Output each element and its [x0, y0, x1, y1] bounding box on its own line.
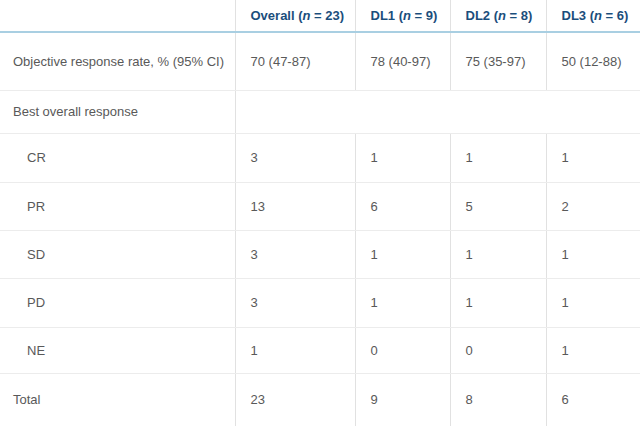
cell-value: 1 [355, 230, 450, 278]
cell-value: 3 [235, 278, 355, 327]
table-row-sd: SD 3 1 1 1 [0, 230, 640, 278]
response-rate-table: Overall (n = 23) DL1 (n = 9) DL2 (n = 8)… [0, 0, 640, 426]
cell-value: 50 (12-88) [546, 32, 640, 90]
cell-value: 1 [235, 327, 355, 373]
header-label-part: = 9) [411, 8, 437, 23]
cell-value: 1 [355, 278, 450, 327]
row-label: PR [0, 182, 235, 230]
table-row-total: Total 23 9 8 6 [0, 373, 640, 426]
corner-empty-cell [0, 0, 235, 32]
cell-value: 70 (47-87) [235, 32, 355, 90]
header-row: Overall (n = 23) DL1 (n = 9) DL2 (n = 8)… [0, 0, 640, 32]
cell-value: 1 [355, 133, 450, 182]
row-label: PD [0, 278, 235, 327]
cell-value: 1 [450, 230, 546, 278]
cell-value: 23 [235, 373, 355, 426]
cell-value: 2 [546, 182, 640, 230]
column-header-dl1: DL1 (n = 9) [355, 0, 450, 32]
cell-value: 1 [450, 133, 546, 182]
row-label: Objective response rate, % (95% CI) [0, 32, 235, 90]
row-label: Total [0, 373, 235, 426]
header-label-italic-n: n [403, 8, 411, 23]
cell-value: 0 [450, 327, 546, 373]
cell-value: 78 (40-97) [355, 32, 450, 90]
row-label: Best overall response [0, 90, 235, 133]
cell-value: 1 [546, 133, 640, 182]
row-label: SD [0, 230, 235, 278]
column-header-dl3: DL3 (n = 6) [546, 0, 640, 32]
row-label: NE [0, 327, 235, 373]
cell-value: 75 (35-97) [450, 32, 546, 90]
column-header-dl2: DL2 (n = 8) [450, 0, 546, 32]
cell-value: 1 [450, 278, 546, 327]
cell-empty-merged [235, 90, 640, 133]
header-label-italic-n: n [594, 8, 602, 23]
header-label-part: DL3 ( [562, 8, 595, 23]
header-label-part: = 6) [602, 8, 628, 23]
column-header-overall: Overall (n = 23) [235, 0, 355, 32]
header-label-italic-n: n [498, 8, 506, 23]
cell-value: 6 [546, 373, 640, 426]
table-body: Objective response rate, % (95% CI) 70 (… [0, 32, 640, 426]
cell-value: 1 [546, 327, 640, 373]
cell-value: 9 [355, 373, 450, 426]
cell-value: 8 [450, 373, 546, 426]
table-row-pr: PR 13 6 5 2 [0, 182, 640, 230]
row-label: CR [0, 133, 235, 182]
table-row-orr: Objective response rate, % (95% CI) 70 (… [0, 32, 640, 90]
header-label-part: Overall ( [251, 8, 303, 23]
table-row-best-overall-response: Best overall response [0, 90, 640, 133]
table-row-cr: CR 3 1 1 1 [0, 133, 640, 182]
cell-value: 6 [355, 182, 450, 230]
cell-value: 1 [546, 230, 640, 278]
cell-value: 1 [546, 278, 640, 327]
header-label-part: = 23) [310, 8, 344, 23]
cell-value: 5 [450, 182, 546, 230]
header-label-part: DL1 ( [371, 8, 404, 23]
table-header: Overall (n = 23) DL1 (n = 9) DL2 (n = 8)… [0, 0, 640, 32]
table-row-ne: NE 1 0 0 1 [0, 327, 640, 373]
table-row-pd: PD 3 1 1 1 [0, 278, 640, 327]
cell-value: 13 [235, 182, 355, 230]
cell-value: 3 [235, 230, 355, 278]
cell-value: 3 [235, 133, 355, 182]
header-label-part: DL2 ( [466, 8, 499, 23]
cell-value: 0 [355, 327, 450, 373]
header-label-part: = 8) [506, 8, 532, 23]
